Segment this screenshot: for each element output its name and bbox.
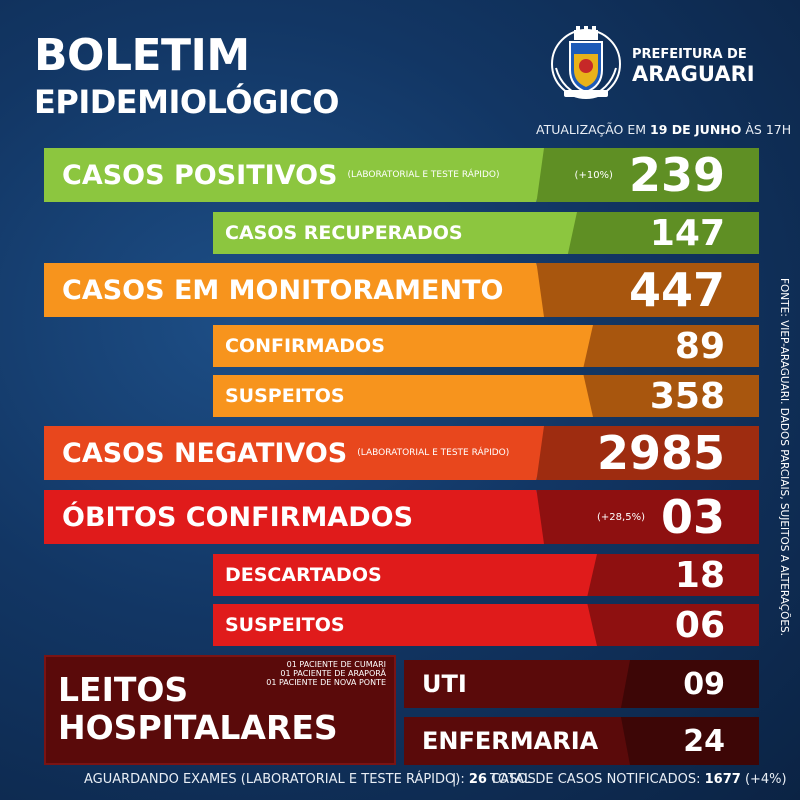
suspeitos-obitos-value: 06 — [674, 604, 725, 646]
confirmados-label: CONFIRMADOS — [225, 335, 385, 357]
confirmados-value: 89 — [674, 325, 725, 367]
aguardando-exames: AGUARDANDO EXAMES (LABORATORIAL E TESTE … — [84, 772, 536, 787]
enfermaria-value-box: 24 — [619, 717, 759, 765]
total-label: TOTAL DE CASOS NOTIFICADOS: — [490, 772, 701, 787]
suspeitos-monitoramento-value: 358 — [649, 375, 725, 417]
prefeitura-line-1: PREFEITURA DE — [632, 47, 747, 62]
casos-negativos-label: CASOS NEGATIVOS — [62, 437, 348, 469]
uti-value: 09 — [683, 666, 725, 702]
araguari-crest-icon — [551, 26, 621, 100]
obitos-confirmados-label-box: ÓBITOS CONFIRMADOS — [44, 490, 544, 544]
update-prefix: ATUALIZAÇÃO EM — [536, 122, 647, 137]
leitos-title-line-1: LEITOS — [58, 670, 189, 709]
update-date: 19 DE JUNHO — [650, 122, 742, 137]
enfermaria-label-box: ENFERMARIA — [404, 717, 630, 765]
row-confirmados: 89 CONFIRMADOS — [213, 325, 759, 367]
row-casos-monitoramento: 447 CASOS EM MONITORAMENTO — [44, 263, 759, 317]
aguardando-unit: CASOS — [491, 772, 536, 787]
aguardando-label: AGUARDANDO EXAMES (LABORATORIAL E TESTE … — [84, 772, 465, 787]
obitos-confirmados-value: 03 — [660, 490, 725, 544]
casos-negativos-value: 2985 — [596, 426, 725, 480]
descartados-label: DESCARTADOS — [225, 564, 382, 586]
enfermaria-label: ENFERMARIA — [422, 727, 599, 755]
leitos-notes: 01 PACIENTE DE CUMARI 01 PACIENTE DE ARA… — [266, 660, 386, 687]
title-line-2: EPIDEMIOLÓGICO — [34, 83, 339, 121]
confirmados-value-box: 89 — [559, 325, 759, 367]
casos-recuperados-label: CASOS RECUPERADOS — [225, 222, 463, 244]
confirmados-label-box: CONFIRMADOS — [213, 325, 593, 367]
leitos-note-2: 01 PACIENTE DE ARAPORÃ — [280, 668, 386, 678]
casos-positivos-label-box: CASOS POSITIVOS (LABORATORIAL E TESTE RÁ… — [44, 148, 544, 202]
casos-negativos-label-box: CASOS NEGATIVOS (LABORATORIAL E TESTE RÁ… — [44, 426, 544, 480]
casos-negativos-value-box: 2985 — [537, 426, 759, 480]
row-descartados: 18 DESCARTADOS — [213, 554, 759, 596]
casos-positivos-label: CASOS POSITIVOS — [62, 159, 338, 191]
row-casos-recuperados: 147 CASOS RECUPERADOS — [213, 212, 759, 254]
casos-recuperados-value: 147 — [649, 212, 725, 254]
row-casos-negativos: 2985 CASOS NEGATIVOS (LABORATORIAL E TES… — [44, 426, 759, 480]
casos-positivos-pct: (+10%) — [574, 169, 613, 181]
leitos-title-line-2: HOSPITALARES — [58, 707, 338, 747]
row-uti: 09 UTI — [404, 660, 759, 708]
total-notificados: TOTAL DE CASOS NOTIFICADOS: 1677 (+4%) — [490, 772, 787, 787]
obitos-confirmados-pct: (+28,5%) — [597, 511, 645, 523]
prefeitura-name: PREFEITURA DE ARAGUARI — [632, 48, 755, 85]
row-suspeitos-obitos: 06 SUSPEITOS — [213, 604, 759, 646]
footer-separator: | — [452, 772, 457, 787]
update-suffix: ÀS 17H — [745, 122, 792, 137]
row-suspeitos-monitoramento: 358 SUSPEITOS — [213, 375, 759, 417]
row-casos-positivos: (+10%) 239 CASOS POSITIVOS (LABORATORIAL… — [44, 148, 759, 202]
title-line-1: BOLETIM — [34, 30, 250, 81]
casos-monitoramento-label: CASOS EM MONITORAMENTO — [62, 274, 504, 306]
casos-monitoramento-label-box: CASOS EM MONITORAMENTO — [44, 263, 544, 317]
casos-positivos-value: 239 — [628, 148, 725, 202]
leitos-title: LEITOS HOSPITALARES — [58, 671, 338, 747]
leitos-hospitalares-box: LEITOS HOSPITALARES 01 PACIENTE DE CUMAR… — [44, 655, 396, 765]
suspeitos-monitoramento-value-box: 358 — [559, 375, 759, 417]
uti-label: UTI — [422, 670, 467, 698]
suspeitos-monitoramento-label-box: SUSPEITOS — [213, 375, 593, 417]
suspeitos-obitos-label-box: SUSPEITOS — [213, 604, 597, 646]
source-note: FONTE: VIEP-ARAGUARI. DADOS PARCIAIS, SU… — [774, 276, 790, 636]
casos-recuperados-label-box: CASOS RECUPERADOS — [213, 212, 577, 254]
row-enfermaria: 24 ENFERMARIA — [404, 717, 759, 765]
leitos-note-1: 01 PACIENTE DE CUMARI — [286, 660, 386, 669]
update-info: ATUALIZAÇÃO EM 19 DE JUNHO ÀS 17H — [536, 122, 791, 137]
prefeitura-logo: PREFEITURA DE ARAGUARI — [548, 24, 778, 104]
casos-positivos-value-box: (+10%) 239 — [537, 148, 759, 202]
uti-value-box: 09 — [619, 660, 759, 708]
obitos-confirmados-label: ÓBITOS CONFIRMADOS — [62, 501, 414, 533]
casos-monitoramento-value: 447 — [628, 263, 725, 317]
aguardando-value: 26 — [468, 772, 487, 787]
enfermaria-value: 24 — [683, 723, 725, 759]
suspeitos-monitoramento-label: SUSPEITOS — [225, 385, 345, 407]
obitos-confirmados-value-box: (+28,5%) 03 — [537, 490, 759, 544]
casos-negativos-note: (LABORATORIAL E TESTE RÁPIDO) — [357, 448, 510, 458]
descartados-label-box: DESCARTADOS — [213, 554, 597, 596]
uti-label-box: UTI — [404, 660, 630, 708]
total-pct: (+4%) — [744, 772, 787, 787]
prefeitura-line-2: ARAGUARI — [632, 62, 755, 86]
casos-recuperados-value-box: 147 — [559, 212, 759, 254]
page-title: BOLETIM EPIDEMIOLÓGICO — [34, 30, 339, 121]
suspeitos-obitos-label: SUSPEITOS — [225, 614, 345, 636]
leitos-note-3: 01 PACIENTE DE NOVA PONTE — [266, 677, 386, 687]
descartados-value: 18 — [674, 554, 725, 596]
row-obitos-confirmados: (+28,5%) 03 ÓBITOS CONFIRMADOS — [44, 490, 759, 544]
total-value: 1677 — [704, 772, 741, 787]
casos-positivos-note: (LABORATORIAL E TESTE RÁPIDO) — [347, 170, 500, 180]
source-text: FONTE: VIEP-ARAGUARI. DADOS PARCIAIS, SU… — [778, 278, 790, 636]
casos-monitoramento-value-box: 447 — [537, 263, 759, 317]
